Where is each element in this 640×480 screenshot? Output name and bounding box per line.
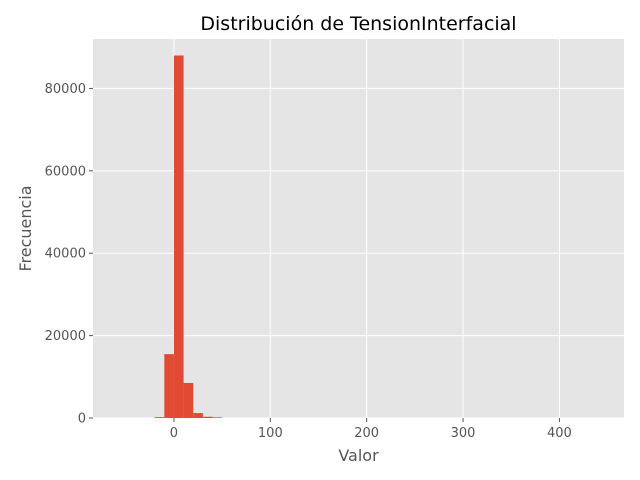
y-tick-label-4: 80000 [45,82,86,97]
histogram-bar-6 [212,417,223,418]
y-tick-label-0: 0 [78,412,86,427]
histogram-bar-4 [193,413,203,418]
histogram-bar-5 [202,416,213,418]
x-tick-label-0: 0 [170,426,178,441]
x-axis-ticks: 0 100 200 300 400 [170,418,572,441]
histogram-bar-0 [154,417,165,418]
y-tick-label-2: 40000 [45,247,86,262]
x-tick-label-1: 100 [258,426,283,441]
y-tick-label-3: 60000 [45,164,86,179]
y-tick-label-1: 20000 [45,329,86,344]
y-axis-ticks: 0 20000 40000 60000 80000 [45,82,93,427]
histogram-bars [154,55,223,418]
x-tick-label-4: 400 [547,426,572,441]
x-axis-label: Valor [338,446,379,465]
histogram-bar-1 [164,354,174,418]
histogram-bar-2 [173,55,184,418]
x-tick-label-3: 300 [451,426,476,441]
y-axis-label: Frecuencia [16,185,35,271]
histogram-bar-3 [183,382,194,418]
x-tick-label-2: 200 [354,426,379,441]
chart-title: Distribución de TensionInterfacial [200,13,516,35]
